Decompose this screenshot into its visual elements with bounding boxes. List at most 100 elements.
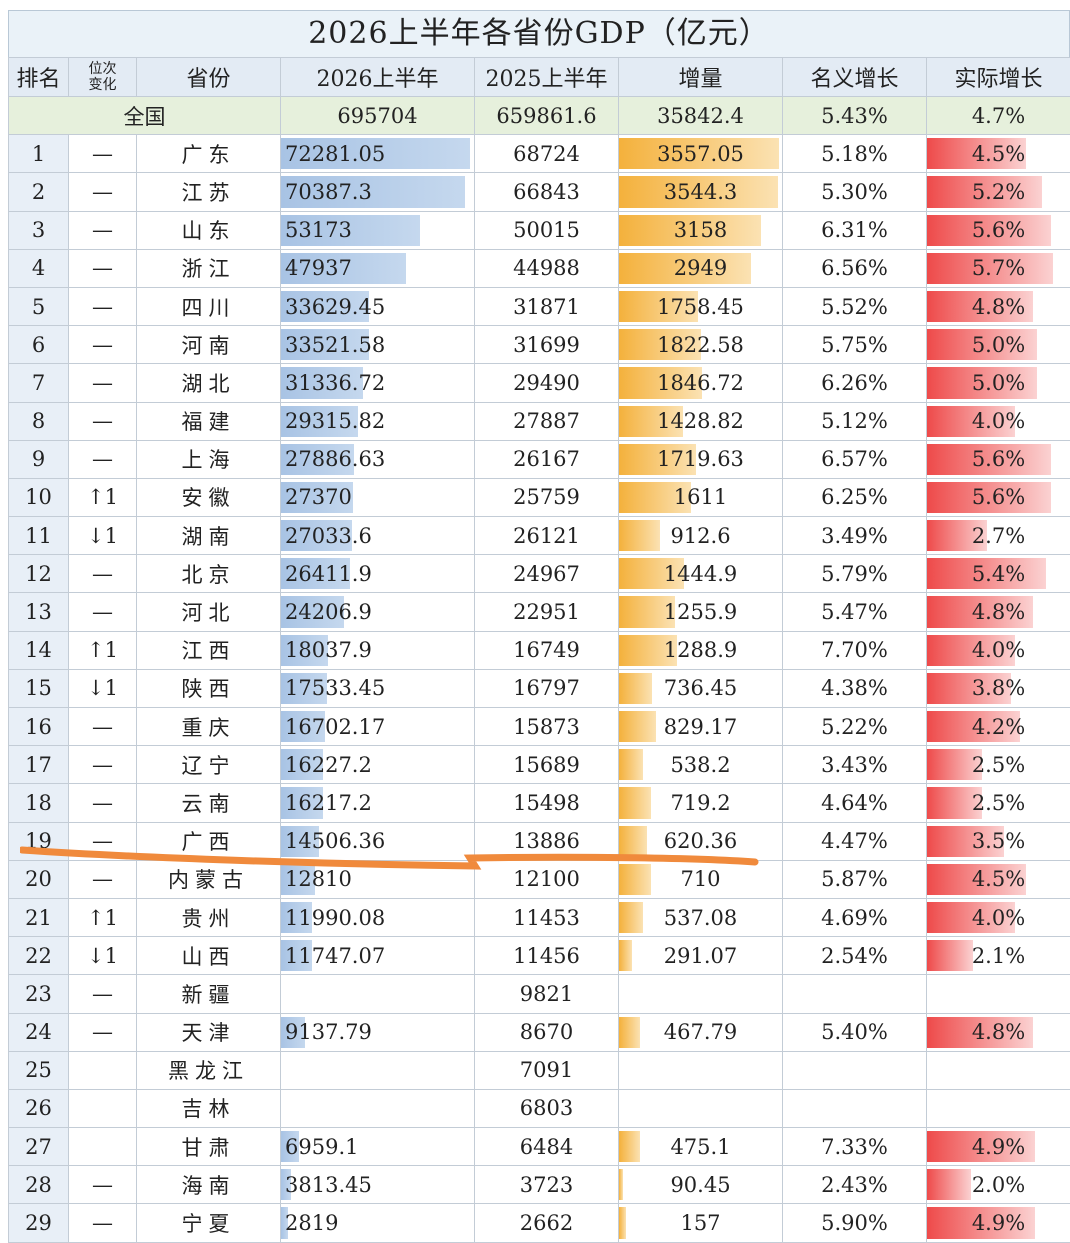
cell-real-text: 4.5% bbox=[972, 142, 1025, 166]
cell-change-text: ↓1 bbox=[87, 676, 118, 700]
cell-real: 4.0% bbox=[927, 402, 1070, 440]
cell-gdp2025-text: 9821 bbox=[520, 982, 573, 1006]
cell-nominal-text: 4.64% bbox=[821, 791, 888, 815]
cell-real-text: 2.0% bbox=[972, 1173, 1025, 1197]
cell-increment-bar bbox=[619, 787, 651, 818]
cell-rank-text: 29 bbox=[25, 1211, 52, 1235]
cell-change-text: — bbox=[92, 1211, 113, 1235]
cell-real-text: 5.2% bbox=[972, 180, 1025, 204]
cell-increment-text: 291.07 bbox=[664, 944, 737, 968]
cell-rank: 4 bbox=[9, 249, 69, 287]
cell-rank: 27 bbox=[9, 1128, 69, 1166]
cell-province: 湖北 bbox=[137, 364, 281, 402]
cell-rank-text: 13 bbox=[25, 600, 52, 624]
cell-nominal-text: 7.70% bbox=[821, 638, 888, 662]
cell-increment: 467.79 bbox=[619, 1013, 783, 1051]
cell-province-text: 黑龙江 bbox=[168, 1059, 249, 1083]
cell-gdp2025: 6803 bbox=[475, 1089, 619, 1127]
cell-change-text: — bbox=[92, 180, 113, 204]
cell-gdp2026: 72281.05 bbox=[281, 135, 475, 173]
cell-nominal: 6.25% bbox=[783, 478, 927, 516]
cell-gdp2026: 27033.6 bbox=[281, 517, 475, 555]
header-rank: 排名 bbox=[9, 58, 69, 97]
cell-real-text: 4.5% bbox=[972, 867, 1025, 891]
cell-rank-text: 15 bbox=[25, 676, 52, 700]
cell-increment-text: 3158 bbox=[674, 218, 727, 242]
cell-gdp2026: 47937 bbox=[281, 249, 475, 287]
cell-real-text: 5.6% bbox=[972, 485, 1025, 509]
cell-gdp2025: 29490 bbox=[475, 364, 619, 402]
cell-province: 河北 bbox=[137, 593, 281, 631]
cell-gdp2025: 16797 bbox=[475, 669, 619, 707]
cell-rank: 14 bbox=[9, 631, 69, 669]
cell-real-text: 5.6% bbox=[972, 447, 1025, 471]
cell-nominal: 5.90% bbox=[783, 1204, 927, 1242]
cell-real bbox=[927, 975, 1070, 1013]
cell-rank-text: 11 bbox=[25, 524, 52, 548]
total-real: 4.7% bbox=[927, 97, 1070, 135]
cell-change-text: — bbox=[92, 753, 113, 777]
cell-increment: 829.17 bbox=[619, 708, 783, 746]
cell-real: 4.9% bbox=[927, 1204, 1070, 1242]
cell-gdp2026: 29315.82 bbox=[281, 402, 475, 440]
cell-increment: 719.2 bbox=[619, 784, 783, 822]
cell-real-text: 5.6% bbox=[972, 218, 1025, 242]
cell-gdp2025: 11456 bbox=[475, 937, 619, 975]
cell-rank: 26 bbox=[9, 1089, 69, 1127]
cell-province: 河南 bbox=[137, 326, 281, 364]
cell-rank-text: 1 bbox=[32, 142, 45, 166]
total-increment: 35842.4 bbox=[619, 97, 783, 135]
cell-rank-text: 17 bbox=[25, 753, 52, 777]
cell-rank-text: 16 bbox=[25, 715, 52, 739]
cell-nominal-text: 5.79% bbox=[821, 562, 888, 586]
cell-rank-text: 25 bbox=[25, 1058, 52, 1082]
cell-change-text: ↓1 bbox=[87, 944, 118, 968]
cell-increment: 3158 bbox=[619, 211, 783, 249]
cell-nominal-text: 7.33% bbox=[821, 1135, 888, 1159]
cell-real: 3.8% bbox=[927, 669, 1070, 707]
cell-rank-text: 7 bbox=[32, 371, 45, 395]
cell-gdp2026: 27886.63 bbox=[281, 440, 475, 478]
cell-gdp2025: 26121 bbox=[475, 517, 619, 555]
cell-nominal-text: 5.90% bbox=[821, 1211, 888, 1235]
cell-gdp2026: 26411.9 bbox=[281, 555, 475, 593]
cell-change: — bbox=[69, 1013, 137, 1051]
cell-real: 2.5% bbox=[927, 746, 1070, 784]
cell-nominal-text: 4.38% bbox=[821, 676, 888, 700]
cell-province-text: 甘肃 bbox=[182, 1136, 236, 1160]
cell-gdp2025-text: 16749 bbox=[513, 638, 580, 662]
cell-rank-text: 23 bbox=[25, 982, 52, 1006]
cell-rank: 21 bbox=[9, 898, 69, 936]
cell-increment-text: 537.08 bbox=[664, 906, 737, 930]
cell-real: 4.5% bbox=[927, 135, 1070, 173]
cell-province-text: 海南 bbox=[182, 1174, 236, 1198]
cell-real-text: 2.5% bbox=[972, 753, 1025, 777]
cell-nominal: 5.79% bbox=[783, 555, 927, 593]
cell-gdp2026: 16217.2 bbox=[281, 784, 475, 822]
cell-gdp2025-text: 6484 bbox=[520, 1135, 573, 1159]
cell-rank: 18 bbox=[9, 784, 69, 822]
cell-rank: 10 bbox=[9, 478, 69, 516]
cell-increment bbox=[619, 975, 783, 1013]
header-change-line1: 位次 bbox=[69, 61, 136, 77]
cell-increment: 1719.63 bbox=[619, 440, 783, 478]
cell-gdp2025: 31699 bbox=[475, 326, 619, 364]
cell-gdp2025: 68724 bbox=[475, 135, 619, 173]
cell-change: — bbox=[69, 402, 137, 440]
cell-nominal: 4.64% bbox=[783, 784, 927, 822]
cell-increment: 538.2 bbox=[619, 746, 783, 784]
header-change-line2: 变化 bbox=[69, 77, 136, 93]
cell-gdp2025-text: 29490 bbox=[513, 371, 580, 395]
cell-nominal-text: 5.12% bbox=[821, 409, 888, 433]
cell-change: — bbox=[69, 708, 137, 746]
cell-increment: 736.45 bbox=[619, 669, 783, 707]
cell-change-text: — bbox=[92, 715, 113, 739]
